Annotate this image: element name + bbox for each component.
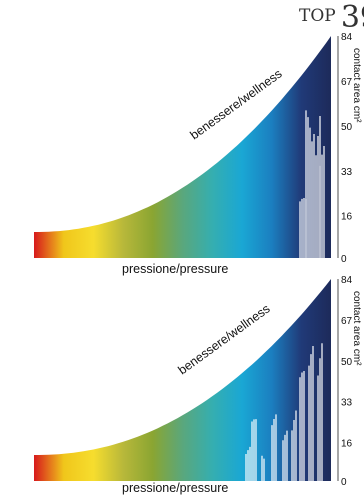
y-tick-label: 50	[341, 122, 353, 133]
y-tick-label: 16	[341, 439, 353, 450]
y-tick-label: 84	[341, 32, 353, 43]
y-axis-label: contact area cm²	[351, 291, 362, 366]
wellness-area	[34, 36, 331, 258]
wellness-area	[34, 279, 331, 481]
pressure-spikes	[261, 455, 265, 481]
pressure-spikes	[282, 430, 288, 481]
y-tick-label: 16	[341, 212, 353, 223]
x-axis-label: pressione/pressure	[122, 481, 229, 495]
pressure-spikes	[299, 371, 305, 481]
brand-number: 39	[340, 0, 364, 32]
pressure-spikes	[291, 410, 297, 481]
brand-logo: TOP 39	[299, 0, 364, 32]
y-tick-label: 84	[341, 275, 353, 286]
y-tick-label: 50	[341, 357, 353, 368]
y-tick-label: 67	[341, 316, 353, 327]
y-tick-label: 67	[341, 77, 353, 88]
y-tick-label: 33	[341, 167, 353, 178]
pressure-spikes	[317, 343, 323, 481]
pressure-spikes	[245, 446, 251, 481]
x-axis-label: pressione/pressure	[122, 262, 229, 276]
brand-top: TOP	[299, 6, 336, 26]
y-tick-label: 0	[341, 254, 347, 265]
pressure-spikes	[299, 198, 307, 258]
pressure-spikes	[271, 414, 277, 481]
pressure-spikes	[313, 116, 321, 258]
y-axis-label: contact area cm²	[351, 48, 362, 123]
chart-panel-top: benessere/wellness 0 16 33 50 67 84 contact are…	[34, 32, 362, 276]
y-tick-label: 0	[341, 477, 347, 488]
chart-panel-bottom: benessere/wellness 0 16 33 50 67 84 contact are…	[0, 265, 364, 497]
pressure-spikes	[308, 345, 314, 481]
pressure-spikes	[319, 145, 325, 258]
pressure-spikes	[251, 419, 257, 481]
y-tick-label: 33	[341, 398, 353, 409]
pressure-spikes	[305, 110, 313, 258]
